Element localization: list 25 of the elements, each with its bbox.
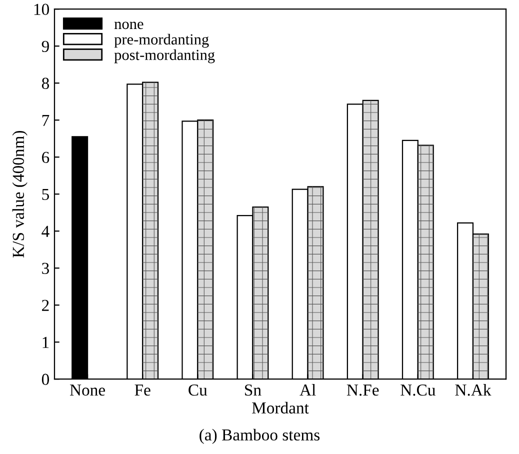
x-tick-label: Al <box>300 384 316 396</box>
y-tick-label: 10 <box>34 4 49 16</box>
legend-label: pre-mordanting <box>114 34 209 48</box>
y-tick-label: 4 <box>42 226 50 237</box>
y-tick-label: 8 <box>42 78 49 90</box>
x-tick-label: Fe <box>134 384 150 396</box>
y-tick-label: 6 <box>42 152 50 164</box>
y-axis-title: K/S value (400nm) <box>12 130 28 258</box>
x-tick-label: Cu <box>188 384 208 396</box>
y-tick-label: 2 <box>42 300 49 311</box>
x-tick-label: N.Cu <box>400 384 436 396</box>
y-tick-label: 3 <box>42 262 49 274</box>
legend-label: none <box>114 22 144 30</box>
y-tick-label: 5 <box>42 188 49 200</box>
x-tick-label: N.Ak <box>455 384 492 396</box>
x-axis-title: Mordant <box>252 402 309 414</box>
text: (a) Bamboo stems <box>200 428 320 444</box>
y-tick-label: 0 <box>42 374 49 386</box>
x-tick-label: N.Fe <box>346 384 379 396</box>
y-tick-label: 9 <box>42 40 49 52</box>
y-tick-label: 1 <box>42 336 49 348</box>
legend-label: post-mordanting <box>114 49 215 64</box>
x-tick-label: Sn <box>245 384 262 396</box>
x-tick-label: None <box>70 384 106 396</box>
y-tick-label: 7 <box>42 114 50 126</box>
